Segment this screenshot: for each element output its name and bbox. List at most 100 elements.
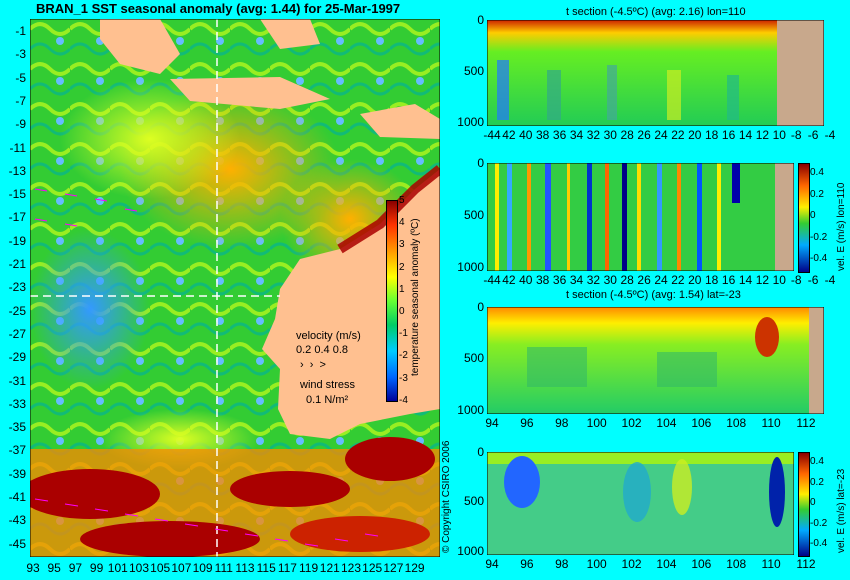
map-lat-tick: -41 xyxy=(8,490,26,504)
map-lat-tick: -19 xyxy=(8,233,26,248)
velocity-legend-values: 0.2 0.4 0.8 xyxy=(296,344,348,356)
panel-2-x-tick: 36 xyxy=(552,273,567,287)
panel-1-x-tick: 22 xyxy=(671,128,685,142)
panel-2-x-tick: -44 xyxy=(483,273,501,287)
panel-3-x-tick: 102 xyxy=(621,416,642,430)
wind-legend-label: wind stress xyxy=(300,379,356,391)
panel-2-x-tick: 40 xyxy=(519,273,533,287)
map-lat-tick: -23 xyxy=(8,280,26,295)
panel-4-depth-tick: 0 xyxy=(477,445,484,459)
map-lon-tick: 117 xyxy=(277,561,297,575)
hot-anomaly xyxy=(345,437,435,481)
map-colorbar-tick: 3 xyxy=(399,239,405,251)
panel-2-colorbar-tick: -0.2 xyxy=(810,231,828,243)
map-lon-tick: 109 xyxy=(192,561,213,575)
map-lon-tick: 127 xyxy=(383,561,404,575)
cool-anomaly xyxy=(30,229,150,389)
panel-1-x-tick: 36 xyxy=(552,128,567,142)
map-lon-tick: 113 xyxy=(235,561,255,575)
map-colorbar-tick: 1 xyxy=(399,283,405,295)
panel-2-colorbar-tick: 0.4 xyxy=(810,167,824,178)
map-lon-tick: 93 xyxy=(26,561,40,575)
map-lat-tick: -39 xyxy=(8,466,26,481)
panel-3-x-tick: 96 xyxy=(520,416,534,430)
panel-2-x-tick: 28 xyxy=(620,273,634,287)
map-lat-tick: -13 xyxy=(8,163,26,178)
panel-4-colorbar-tick: -0.4 xyxy=(810,538,828,550)
map-lat-tick: -31 xyxy=(8,373,26,388)
panel-4-colorbar xyxy=(798,452,810,557)
map-lon-tick: 129 xyxy=(404,561,425,575)
panel-1-title: t section (-4.5ºC) (avg: 2.16) lon=110 xyxy=(566,6,746,18)
map-lat-tick: -1 xyxy=(15,24,26,38)
panel-4-x-tick: 104 xyxy=(656,557,677,571)
panel-4-x-tick: 110 xyxy=(761,557,781,571)
panel-1-x-tick: 24 xyxy=(654,128,668,142)
panel-2-x-tick: 38 xyxy=(536,273,550,287)
panel-3-x-tick: 100 xyxy=(586,416,607,430)
panel-3-x-tick: 98 xyxy=(555,416,569,430)
panel-2-x-tick: 24 xyxy=(654,273,668,287)
panel-2-side-label: vel. E (m/s) lon=110 xyxy=(836,182,847,271)
panel-4-x-tick: 102 xyxy=(621,557,642,571)
panel-3-x-tick: 94 xyxy=(485,416,499,430)
map-lon-tick: 103 xyxy=(128,561,150,575)
map-lat-tick: -11 xyxy=(9,140,26,155)
panel-3-x-tick: 112 xyxy=(796,416,816,430)
panel-2-x-tick: 20 xyxy=(688,273,702,287)
panel-4-depth-tick: 500 xyxy=(463,494,484,509)
map-lat-tick: -21 xyxy=(8,257,26,271)
map-lat-tick: -29 xyxy=(8,350,26,365)
velocity-legend-label: velocity (m/s) xyxy=(296,330,361,342)
hot-anomaly xyxy=(290,516,430,552)
sumatra-land xyxy=(100,19,180,74)
panel-4-x-tick: 108 xyxy=(726,557,747,571)
panel-1-x-tick: 42 xyxy=(502,128,516,142)
panel-2-depth-tick: 1000 xyxy=(457,259,484,274)
panel-1-pattern xyxy=(497,60,739,120)
panel-1-x-tick: 12 xyxy=(755,128,770,142)
map-lon-tick: 121 xyxy=(319,561,340,575)
map-lon-tick: 97 xyxy=(68,561,83,575)
map-colorbar-tick: -2 xyxy=(399,350,408,362)
panel-2-x-tick: 30 xyxy=(603,273,617,287)
panel-2-depth-tick: 0 xyxy=(477,156,484,170)
panel-1-depth-tick: 500 xyxy=(463,63,484,78)
panel-2-x-tick: -6 xyxy=(807,273,819,287)
panel-2-colorbar-tick: 0.2 xyxy=(810,188,824,200)
panel-4-x-tick: 106 xyxy=(691,557,712,571)
map-lat-tick: -5 xyxy=(15,70,26,85)
hot-anomaly xyxy=(30,469,160,519)
panel-3-depth-tick: 0 xyxy=(477,300,484,314)
panel-2-x-tick: 26 xyxy=(637,273,651,287)
panel-2-depth-tick: 500 xyxy=(463,207,484,222)
panel-1-x-tick: 10 xyxy=(772,128,786,142)
map-lon-tick: 95 xyxy=(47,561,61,575)
panel-2-x-tick: -8 xyxy=(790,273,802,287)
map-lon-tick: 107 xyxy=(171,561,192,575)
panel-1-x-tick: 18 xyxy=(705,128,719,142)
panel-4-colorbar-tick: 0.4 xyxy=(810,456,824,467)
java-land xyxy=(170,77,330,109)
map-lon-tick: 123 xyxy=(340,561,362,575)
map-colorbar xyxy=(386,200,398,402)
map-colorbar-tick: 2 xyxy=(399,261,405,273)
panel-1-x-tick: 16 xyxy=(721,128,736,142)
panel-1-x-tick: -44 xyxy=(483,128,501,142)
panel-4-x-tick: 100 xyxy=(586,557,607,571)
panel-2-x-tick: -4 xyxy=(824,273,836,287)
panel-4-colorbar-tick: 0 xyxy=(810,497,816,509)
panel-3-depth-tick: 500 xyxy=(463,351,484,366)
map-colorbar-tick: -3 xyxy=(399,372,408,384)
sst-anomaly-map xyxy=(30,19,440,557)
panel-2-x-tick: 42 xyxy=(502,273,516,287)
panel-2-land xyxy=(775,163,794,271)
panel-1-x-tick: 38 xyxy=(536,128,550,142)
map-lat-tick: -45 xyxy=(8,536,26,551)
panel-1-x-tick: -8 xyxy=(790,128,802,142)
map-lat-tick: -17 xyxy=(8,210,26,225)
islands-land xyxy=(360,104,440,139)
map-lat-tick: -7 xyxy=(15,93,26,108)
map-lon-tick: 115 xyxy=(256,561,276,575)
panel-4-depth-tick: 1000 xyxy=(457,543,484,558)
